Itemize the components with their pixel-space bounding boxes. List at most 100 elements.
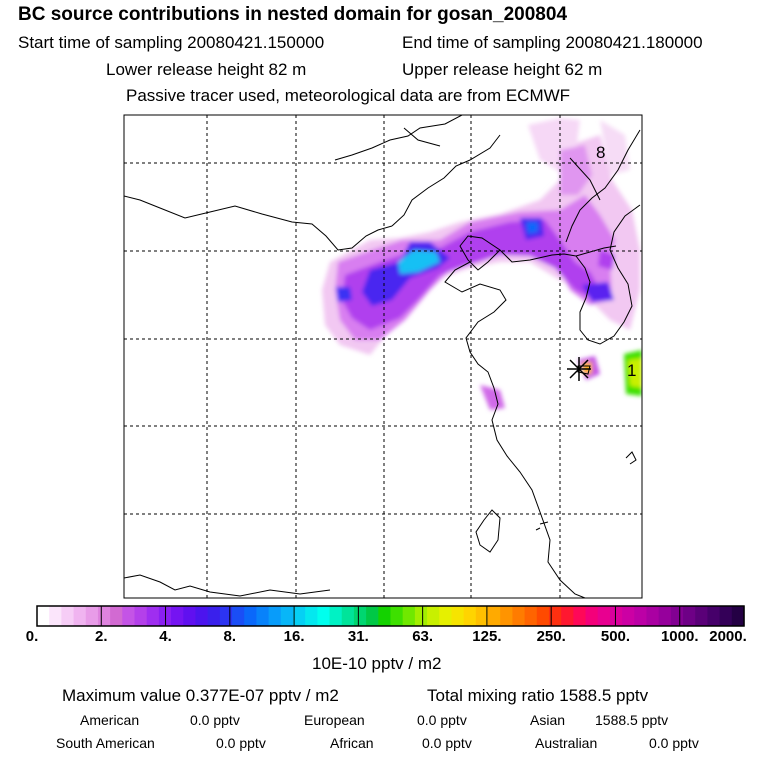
colorbar-cell (439, 606, 453, 626)
colorbar-cell (317, 606, 331, 626)
colorbar-tick-label: 8. (223, 628, 237, 645)
american-label: American (80, 712, 140, 728)
colorbar-cell (573, 606, 587, 626)
colorbar-cell (524, 606, 538, 626)
colorbar-cell (219, 606, 233, 626)
colorbar-cell (390, 606, 404, 626)
colorbar-cell (463, 606, 477, 626)
african-value: 0.0 pptv (422, 735, 472, 751)
colorbar-cell (609, 606, 623, 626)
colorbar-cell (683, 606, 696, 626)
european-label: European (304, 712, 365, 728)
colorbar-tick-label: 250. (536, 628, 566, 645)
colorbar-cell (110, 606, 123, 626)
colorbar-cell (85, 606, 99, 626)
australian-label: Australian (535, 735, 598, 751)
tracer-note: Passive tracer used, meteorological data… (126, 86, 571, 105)
american-value: 0.0 pptv (190, 712, 240, 728)
colorbar-cell (49, 606, 62, 626)
colorbar-cell (329, 606, 343, 626)
colorbar-cell (305, 606, 318, 626)
grid-lines (124, 115, 642, 598)
start-time: Start time of sampling 20080421.150000 (18, 33, 325, 52)
colorbar-cell (695, 606, 709, 626)
colorbar-cell (280, 606, 294, 626)
colorbar-cell (719, 606, 733, 626)
colorbar-cell (232, 606, 245, 626)
total-mixing-ratio: Total mixing ratio 1588.5 pptv (427, 686, 649, 705)
colorbar-cell (268, 606, 282, 626)
map-label-8: 8 (596, 143, 605, 162)
south-american-label: South American (56, 735, 155, 751)
map-label-1: 1 (627, 361, 636, 380)
colorbar-cell (597, 606, 611, 626)
colorbar-cell (475, 606, 489, 626)
colorbar-tick-label: 2000. (709, 628, 747, 645)
colorbar-frame (36, 605, 745, 627)
colorbar-cell (378, 606, 392, 626)
lower-release-height: Lower release height 82 m (106, 60, 307, 79)
african-label: African (330, 735, 374, 751)
australian-value: 0.0 pptv (649, 735, 699, 751)
colorbar-tick-label: 63. (412, 628, 434, 645)
european-value: 0.0 pptv (417, 712, 467, 728)
map-panel: 8 1 (123, 114, 643, 599)
colorbar-cell (73, 606, 87, 626)
plot-title: BC source contributions in nested domain… (18, 4, 568, 25)
asian-label: Asian (530, 712, 566, 728)
colorbar-cell (414, 606, 428, 626)
colorbar-cell (353, 606, 367, 626)
colorbar-cell (670, 606, 684, 626)
colorbar-cell (707, 606, 721, 626)
colorbar-cell (171, 606, 184, 626)
colorbar-cell (366, 606, 379, 626)
colorbar-cell (402, 606, 416, 626)
south-american-value: 0.0 pptv (216, 735, 266, 751)
colorbar-cell (658, 606, 672, 626)
colorbar-cell (122, 606, 136, 626)
colorbar-cell (548, 606, 562, 626)
colorbar-cell (37, 606, 50, 626)
colorbar-cell (427, 606, 440, 626)
colorbar-cell (97, 606, 111, 626)
colorbar-cell (488, 606, 501, 626)
colorbar-tick-label: 125. (472, 628, 502, 645)
colorbar-cell (500, 606, 513, 626)
colorbar-tick-label: 16. (283, 628, 305, 645)
colorbar-unit: 10E-10 pptv / m2 (312, 654, 442, 673)
colorbar-cell (561, 606, 574, 626)
colorbar-cell (134, 606, 148, 626)
max-value: Maximum value 0.377E-07 pptv / m2 (62, 686, 339, 705)
colorbar-cell (634, 606, 648, 626)
colorbar-cell (585, 606, 599, 626)
plume-field (322, 118, 642, 410)
colorbar-cell (646, 606, 660, 626)
colorbar-cell (61, 606, 75, 626)
asian-value: 1588.5 pptv (595, 712, 669, 728)
colorbar-cell (451, 606, 465, 626)
colorbar-cell (146, 606, 160, 626)
colorbar-cell (183, 606, 197, 626)
colorbar-tick-label: 31. (347, 628, 369, 645)
upper-release-height: Upper release height 62 m (402, 60, 603, 79)
colorbar-cell (256, 606, 270, 626)
colorbar-cell (244, 606, 258, 626)
colorbar-cell (341, 606, 355, 626)
receptor-star-marker (567, 357, 591, 381)
colorbar-tick-label: 0. (25, 628, 39, 645)
colorbar-cell (292, 606, 306, 626)
colorbar-cell (207, 606, 221, 626)
colorbar-cell (731, 606, 745, 626)
colorbar-cell (195, 606, 209, 626)
map-frame (123, 114, 643, 599)
colorbar-cell (622, 606, 635, 626)
colorbar-cell (512, 606, 526, 626)
colorbar-tick-label: 2. (95, 628, 108, 645)
colorbar-cell (536, 606, 550, 626)
coastlines (124, 115, 641, 598)
colorbar-tick-label: 500. (600, 628, 631, 645)
colorbar-tick-label: 1000. (660, 628, 699, 645)
colorbar-cells (37, 606, 745, 626)
colorbar (36, 605, 745, 627)
colorbar-tick-label: 4. (159, 628, 172, 645)
